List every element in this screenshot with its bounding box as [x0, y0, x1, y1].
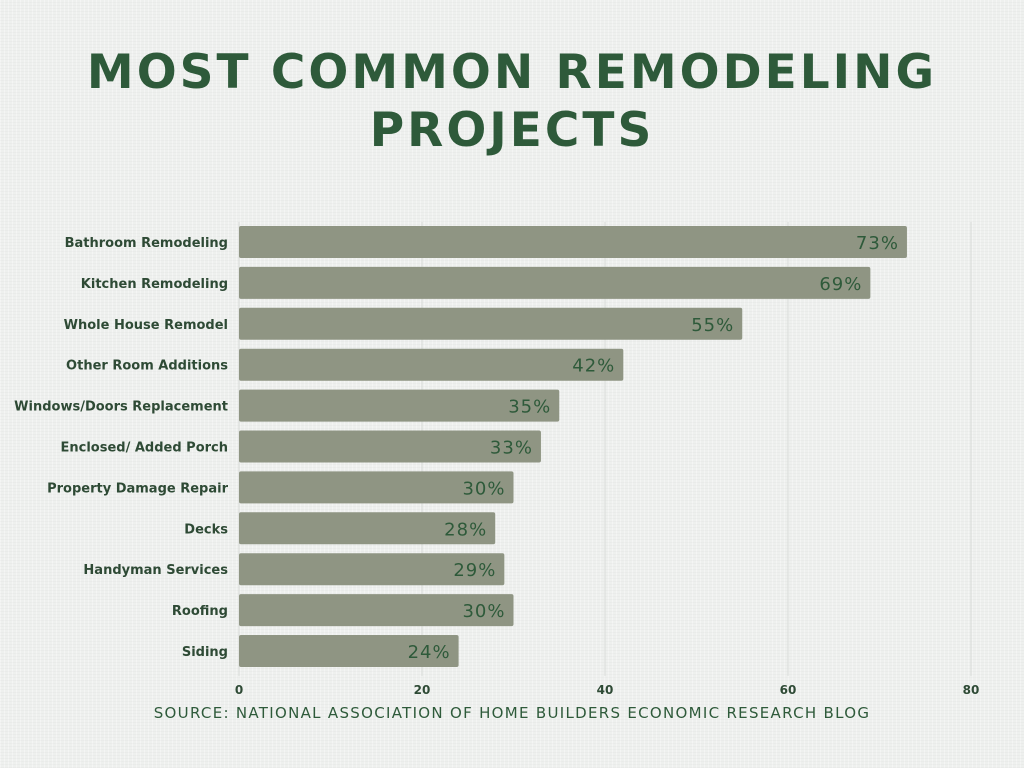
value-label: 35% [508, 397, 551, 418]
value-label: 30% [462, 601, 505, 622]
x-tick-label: 80 [963, 683, 980, 697]
category-label: Other Room Additions [66, 359, 228, 374]
category-label: Whole House Remodel [64, 318, 228, 333]
value-label: 33% [490, 438, 533, 459]
bar [239, 553, 505, 586]
category-label: Kitchen Remodeling [81, 277, 228, 292]
value-label: 42% [572, 356, 615, 377]
x-tick-label: 20 [414, 683, 431, 697]
category-label: Windows/Doors Replacement [14, 400, 228, 415]
value-label: 24% [408, 642, 451, 663]
value-label: 73% [856, 233, 899, 254]
bar [239, 389, 560, 422]
value-label: 55% [691, 315, 734, 336]
bar [239, 307, 743, 340]
bar [239, 594, 514, 627]
x-tick-label: 40 [597, 683, 614, 697]
category-label: Property Damage Repair [47, 481, 229, 496]
chart-title-line-2: PROJECTS [369, 103, 655, 158]
category-label: Siding [182, 645, 228, 660]
chart-title-line-1: MOST COMMON REMODELING [86, 45, 938, 100]
bar [239, 348, 624, 381]
category-label: Bathroom Remodeling [65, 236, 228, 251]
chart-title: MOST COMMON REMODELING PROJECTS [0, 44, 1024, 160]
bar [239, 430, 541, 463]
bar [239, 512, 496, 545]
bar [239, 471, 514, 504]
bar [239, 226, 907, 258]
category-label: Handyman Services [83, 563, 228, 578]
value-label: 28% [444, 519, 487, 540]
category-label: Decks [184, 522, 228, 537]
value-label: 69% [819, 274, 862, 295]
category-label: Roofing [172, 604, 228, 619]
x-tick-label: 0 [235, 683, 243, 697]
x-tick-label: 60 [780, 683, 797, 697]
category-label: Enclosed/ Added Porch [60, 441, 228, 456]
bar [239, 635, 459, 667]
source-note: SOURCE: NATIONAL ASSOCIATION OF HOME BUI… [153, 704, 871, 722]
value-label: 30% [462, 478, 505, 499]
bar [239, 266, 871, 299]
value-label: 29% [453, 560, 496, 581]
